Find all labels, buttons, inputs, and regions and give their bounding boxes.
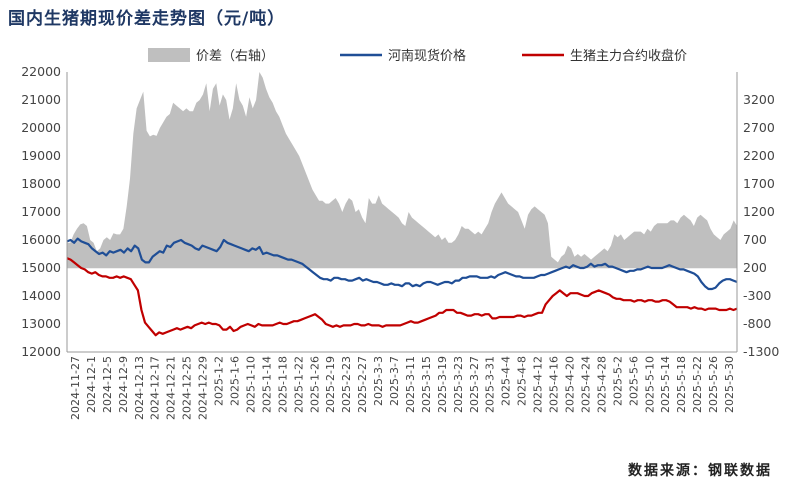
x-tick-label: 2025-3-11 <box>404 356 417 413</box>
x-tick-label: 2025-5-6 <box>627 356 640 406</box>
x-tick-label: 2025-4-24 <box>579 356 592 413</box>
x-tick-label: 2025-3-15 <box>420 356 433 413</box>
x-tick-label: 2025-2-19 <box>324 356 337 413</box>
y-right-tick-label: 200 <box>743 260 767 275</box>
x-tick-label: 2024-12-5 <box>101 356 114 413</box>
x-tick-label: 2025-3-3 <box>372 356 385 406</box>
x-tick-label: 2025-5-2 <box>611 356 624 406</box>
x-axis: 2024-11-27 2024-12-1 2024-12-5 2024-12-9 202… <box>67 351 737 420</box>
x-tick-label: 2025-5-22 <box>691 356 704 413</box>
spot-price-line <box>66 237 738 291</box>
x-tick-label: 2025-5-14 <box>659 356 672 413</box>
y-left-tick-label: 17000 <box>21 204 61 219</box>
x-tick-label: 2025-5-10 <box>643 356 656 413</box>
y-left-tick-label: 19000 <box>21 148 61 163</box>
spread-area-layer <box>67 72 737 268</box>
x-tick-label: 2025-1-10 <box>244 356 257 413</box>
x-tick-label: 2025-3-23 <box>452 356 465 413</box>
data-source: 数据来源：钢联数据 <box>628 463 772 479</box>
futures-close-line <box>66 257 738 337</box>
x-tick-label: 2024-12-21 <box>165 356 178 420</box>
y-left-tick-label: 14000 <box>21 288 61 303</box>
x-tick-label: 2025-1-18 <box>276 356 289 413</box>
y-right-tick-label: -800 <box>743 316 771 331</box>
y-right-tick-label: 2200 <box>743 148 775 163</box>
x-tick-label: 2024-12-13 <box>133 356 146 420</box>
x-tick-label: 2025-3-31 <box>484 356 497 413</box>
y-right-tick-label: 700 <box>743 232 767 247</box>
x-tick-label: 2025-4-4 <box>500 356 513 406</box>
x-tick-label: 2025-1-2 <box>213 356 226 406</box>
x-tick-label: 2025-4-16 <box>548 356 561 413</box>
legend-label: 河南现货价格 <box>388 48 466 64</box>
legend-label: 生猪主力合约收盘价 <box>570 48 687 64</box>
x-tick-label: 2025-4-20 <box>564 356 577 413</box>
y-left-tick-label: 16000 <box>21 232 61 247</box>
x-tick-label: 2024-12-9 <box>117 356 130 413</box>
x-tick-label: 2025-4-8 <box>516 356 529 406</box>
y-left-tick-label: 22000 <box>21 64 61 79</box>
y-right-tick-label: -1300 <box>743 344 779 359</box>
legend-item-spot: 河南现货价格 <box>340 48 466 64</box>
x-tick-label: 2024-12-25 <box>181 356 194 420</box>
legend-label: 价差（右轴） <box>196 49 274 64</box>
y-left-tick-label: 18000 <box>21 176 61 191</box>
spread-area-series <box>67 72 737 268</box>
y-right-tick-label: 2700 <box>743 120 775 135</box>
x-tick-label: 2025-1-26 <box>308 356 321 413</box>
price-lines-layer <box>66 237 738 337</box>
y-left-tick-label: 12000 <box>21 344 61 359</box>
y-right-tick-label: 1200 <box>743 204 775 219</box>
y-right-tick-label: -300 <box>743 288 771 303</box>
chart-title: 国内生猪期现价差走势图（元/吨） <box>8 9 286 29</box>
x-tick-label: 2024-12-17 <box>149 356 162 420</box>
x-tick-label: 2024-12-1 <box>85 356 98 413</box>
x-tick-label: 2025-3-19 <box>436 356 449 413</box>
y-axis-left: 12000 13000 14000 15000 16000 17000 18000 19000… <box>21 64 68 359</box>
x-tick-label: 2024-12-29 <box>197 356 210 420</box>
y-axis-right: -1300 -800 -300 200 700 1200 1700 2200 2700 3200 <box>736 72 779 359</box>
x-tick-label: 2025-5-30 <box>723 356 736 413</box>
legend-swatch <box>148 48 190 62</box>
x-tick-label: 2025-5-26 <box>707 356 720 413</box>
x-tick-label: 2025-4-12 <box>532 356 545 413</box>
x-tick-label: 2025-4-28 <box>595 356 608 413</box>
legend-item-futures: 生猪主力合约收盘价 <box>522 48 687 64</box>
x-tick-label: 2025-1-6 <box>229 356 242 406</box>
legend: 价差（右轴） 河南现货价格 生猪主力合约收盘价 <box>148 48 687 64</box>
y-right-tick-label: 1700 <box>743 176 775 191</box>
x-tick-label: 2025-3-7 <box>388 356 401 406</box>
x-tick-label: 2025-2-27 <box>356 356 369 413</box>
y-left-tick-label: 21000 <box>21 92 61 107</box>
x-tick-label: 2025-5-18 <box>675 356 688 413</box>
x-tick-label: 2025-3-27 <box>468 356 481 413</box>
x-tick-label: 2024-11-27 <box>69 356 82 420</box>
x-tick-label: 2025-1-14 <box>260 356 273 413</box>
y-left-tick-label: 13000 <box>21 316 61 331</box>
y-left-tick-label: 20000 <box>21 120 61 135</box>
x-tick-label: 2025-1-22 <box>292 356 305 413</box>
legend-item-spread: 价差（右轴） <box>148 48 274 64</box>
y-left-tick-label: 15000 <box>21 260 61 275</box>
x-tick-label: 2025-2-23 <box>340 356 353 413</box>
y-right-tick-label: 3200 <box>743 92 775 107</box>
